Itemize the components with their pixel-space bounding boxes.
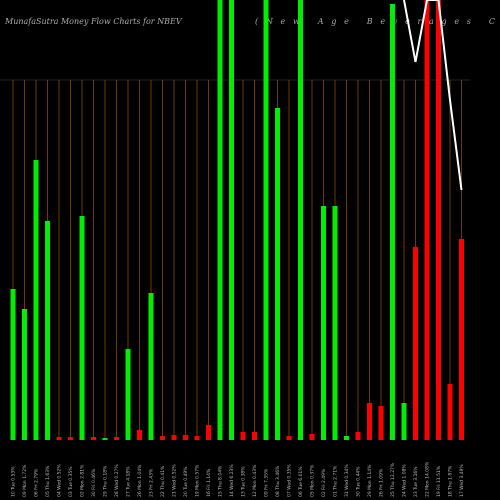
- x-tick-label: 26 Fri 1.09%: [379, 468, 385, 497]
- chart-title: MunafaSutra Money Flow Charts for NBEV: [4, 17, 183, 26]
- bar: [447, 384, 453, 440]
- x-tick-label: 26 Mon 1.04%: [137, 464, 143, 497]
- bar: [91, 437, 96, 440]
- x-tick-label: 03 Tue 0.35%: [68, 466, 74, 497]
- x-tick-label: 24 Wed 1.08%: [402, 464, 408, 497]
- x-tick-label: 23 Fri 2.43%: [149, 468, 155, 497]
- bar: [413, 247, 418, 440]
- x-tick-label: 29 Mon 1.14%: [367, 464, 373, 497]
- bar: [79, 216, 85, 440]
- x-tick-label: 02 Mon 2.81%: [80, 464, 86, 497]
- bar: [125, 349, 131, 440]
- bar: [367, 403, 372, 440]
- bar: [459, 239, 464, 440]
- bar: [217, 0, 223, 440]
- x-tick-label: 22 Mon 14.08%: [425, 461, 431, 497]
- bar: [33, 160, 39, 440]
- bar: [344, 436, 349, 440]
- x-tick-label: 20 Tue 0.49%: [183, 466, 189, 497]
- x-tick-label: 06 Tue 6.01%: [298, 466, 304, 497]
- bar: [390, 4, 395, 440]
- x-tick-label: 22 Thu 0.41%: [160, 465, 166, 497]
- x-tick-label: 16 Fri 1.14%: [206, 468, 212, 497]
- bar: [401, 403, 407, 440]
- bar: [263, 0, 269, 440]
- bar: [240, 432, 246, 440]
- bar: [102, 438, 108, 440]
- x-tick-label: 21 Wed 0.52%: [172, 464, 178, 497]
- bar: [321, 206, 326, 440]
- bar: [68, 437, 73, 440]
- x-tick-label: 30 Tue 0.44%: [356, 466, 362, 497]
- bar: [355, 432, 361, 440]
- x-tick-label: 28 Wed 0.27%: [114, 464, 120, 497]
- x-tick-label: 04 Wed 0.52%: [57, 464, 63, 497]
- x-tick-label: 23 Tue 3.16%: [413, 466, 419, 497]
- x-tick-label: 05 Mon 0.37%: [310, 464, 316, 497]
- bar: [148, 293, 154, 440]
- x-tick-label: 13 Tue 0.38%: [241, 466, 247, 497]
- bar: [22, 309, 27, 440]
- bar: [171, 435, 177, 440]
- x-tick-label: 09 Fri 7.35%: [264, 468, 270, 497]
- x-tick-label: 06 Fri 2.79%: [34, 468, 40, 497]
- bar: [252, 432, 257, 440]
- bar: [286, 436, 292, 440]
- bar: [114, 437, 119, 440]
- bar: [183, 435, 188, 440]
- money-flow-line: [403, 0, 463, 191]
- bar: [436, 0, 441, 440]
- x-tick-label: 27 Tue 4.18%: [126, 466, 132, 497]
- bar: [229, 0, 234, 440]
- x-tick-label: 14 Wed 6.23%: [229, 464, 235, 497]
- x-tick-label: 15 Thu 8.04%: [218, 465, 224, 497]
- x-tick-label: 07 Wed 0.35%: [287, 464, 293, 497]
- x-tick-label: 01 Thu 2.71%: [333, 465, 339, 497]
- bar: [137, 430, 142, 440]
- bar: [56, 437, 62, 440]
- bar: [298, 0, 303, 440]
- bar: [424, 0, 430, 440]
- x-tick-label: 19 Mon 0.57%: [195, 464, 201, 497]
- x-tick-label: 02 Fri 2.49%: [321, 468, 327, 497]
- x-tick-label: 05 Thu 1.63%: [45, 465, 51, 497]
- x-tick-label: 08 Thu 3.46%: [275, 465, 281, 497]
- bar: [378, 406, 384, 440]
- bar: [45, 221, 50, 440]
- bar: [332, 206, 338, 440]
- x-tick-label: 30 Fri 0.46%: [91, 468, 97, 497]
- x-tick-label: 12 Mon 0.43%: [252, 464, 258, 497]
- bar: [309, 434, 315, 440]
- bar: [10, 289, 16, 440]
- x-tick-label: 09 Mon 1.72%: [22, 464, 28, 497]
- bar: [206, 425, 211, 440]
- bar: [160, 436, 165, 440]
- x-tick-label: 10 Tue 0.53%: [11, 466, 17, 497]
- bar: [275, 108, 280, 440]
- x-tick-label: 18 Thu 1.87%: [448, 465, 454, 497]
- x-tick-label: 17 Wed 3.49%: [459, 464, 465, 497]
- x-tick-label: 31 Wed 0.34%: [344, 464, 350, 497]
- x-tick-label: 29 Thu 0.18%: [103, 465, 109, 497]
- bar: [194, 436, 200, 440]
- x-tick-label: 25 Thu 12.27%: [390, 462, 396, 497]
- x-tick-label: 19 Fri 11.51%: [436, 465, 442, 497]
